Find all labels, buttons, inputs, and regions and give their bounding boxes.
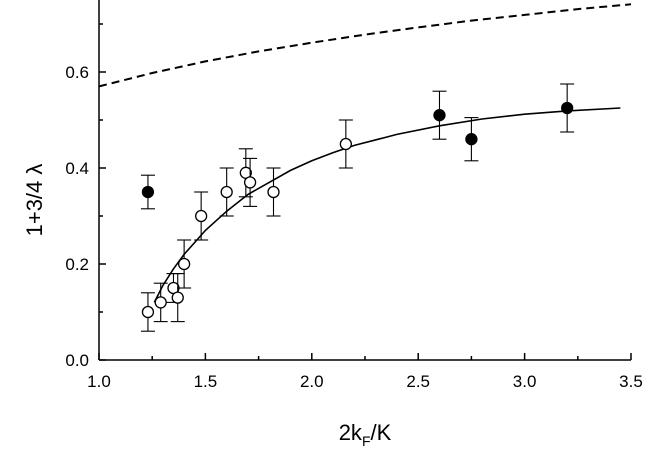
x-axis-title: 2kF/K: [339, 420, 392, 449]
filled-data-point: [141, 185, 155, 199]
x-tick-label: 1.0: [87, 372, 111, 391]
open-data-point: [171, 291, 184, 304]
ticks-layer: 1.0 1.5 2.0 2.5 3.0 3.5 0.0 0.2 0.4 0.6: [65, 23, 643, 391]
open-data-point: [267, 185, 280, 199]
y-tick-label: 0.2: [65, 255, 89, 274]
y-tick-label: 0.4: [65, 159, 89, 178]
x-tick-label: 3.5: [619, 372, 643, 391]
filled-data-point: [465, 133, 478, 146]
open-data-point: [194, 209, 208, 223]
open-data-point: [177, 257, 191, 271]
x-tick-label: 3.0: [513, 372, 537, 391]
plot-layer: [98, 3, 632, 332]
open-data-point: [339, 137, 352, 151]
open-data-point: [243, 176, 257, 189]
filled-data-point: [561, 101, 574, 115]
y-axis-title: 1+3/4 λ: [22, 164, 47, 237]
x-tick-label: 2.5: [406, 372, 430, 391]
x-tick-label: 1.5: [194, 372, 218, 391]
filled-data-point: [433, 109, 446, 122]
open-data-point: [220, 185, 233, 199]
fit-curve: [153, 107, 621, 303]
y-tick-label: 0.6: [65, 63, 89, 82]
theory-curve-dashed: [98, 3, 632, 88]
x-tick-label: 2.0: [300, 372, 324, 391]
open-data-point: [154, 296, 167, 309]
y-tick-label: 0.0: [65, 351, 89, 370]
axes-layer: [98, 0, 631, 361]
open-data-point: [141, 305, 155, 319]
